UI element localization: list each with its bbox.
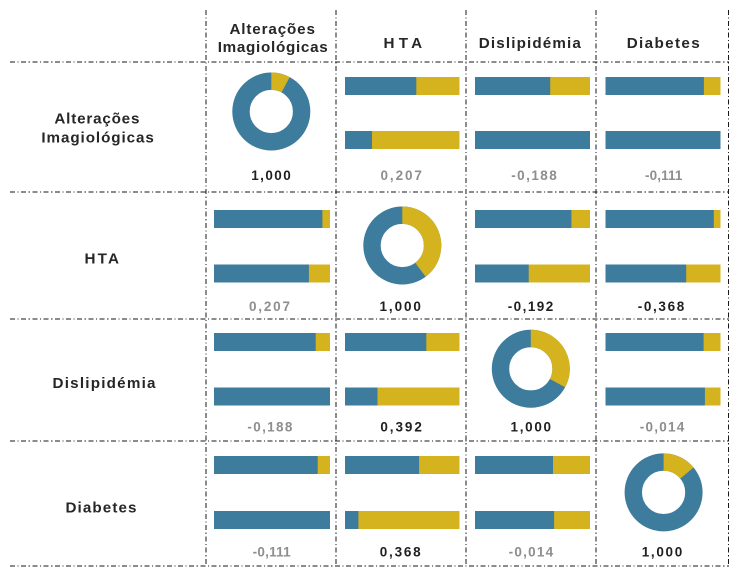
- svg-text:1,000: 1,000: [511, 419, 552, 434]
- svg-text:Imagiológicas: Imagiológicas: [218, 39, 328, 56]
- svg-text:Alterações: Alterações: [229, 21, 315, 38]
- svg-text:1,000: 1,000: [379, 299, 421, 314]
- svg-text:-0,368: -0,368: [638, 299, 685, 314]
- svg-text:0,207: 0,207: [380, 168, 422, 183]
- svg-text:HTA: HTA: [84, 251, 119, 268]
- svg-text:1,000: 1,000: [642, 544, 683, 559]
- svg-text:Diabetes: Diabetes: [627, 35, 700, 52]
- svg-text:-0,014: -0,014: [640, 419, 685, 434]
- svg-text:-0,111: -0,111: [253, 544, 291, 559]
- svg-text:-0,188: -0,188: [247, 419, 292, 434]
- svg-text:-0,111: -0,111: [645, 168, 683, 183]
- svg-text:Imagiológicas: Imagiológicas: [41, 129, 154, 146]
- svg-text:-0,192: -0,192: [508, 299, 554, 314]
- svg-text:0,207: 0,207: [249, 299, 290, 314]
- svg-text:0,392: 0,392: [380, 419, 422, 434]
- svg-text:Dislipidémia: Dislipidémia: [479, 35, 582, 52]
- svg-text:-0,014: -0,014: [509, 544, 554, 559]
- svg-text:-0,188: -0,188: [511, 168, 557, 183]
- svg-text:0,368: 0,368: [380, 544, 421, 559]
- svg-text:Dislipidémia: Dislipidémia: [53, 375, 157, 392]
- svg-text:1,000: 1,000: [251, 168, 291, 183]
- svg-text:Alterações: Alterações: [54, 110, 139, 127]
- svg-text:HTA: HTA: [384, 35, 423, 52]
- svg-text:Diabetes: Diabetes: [66, 500, 137, 517]
